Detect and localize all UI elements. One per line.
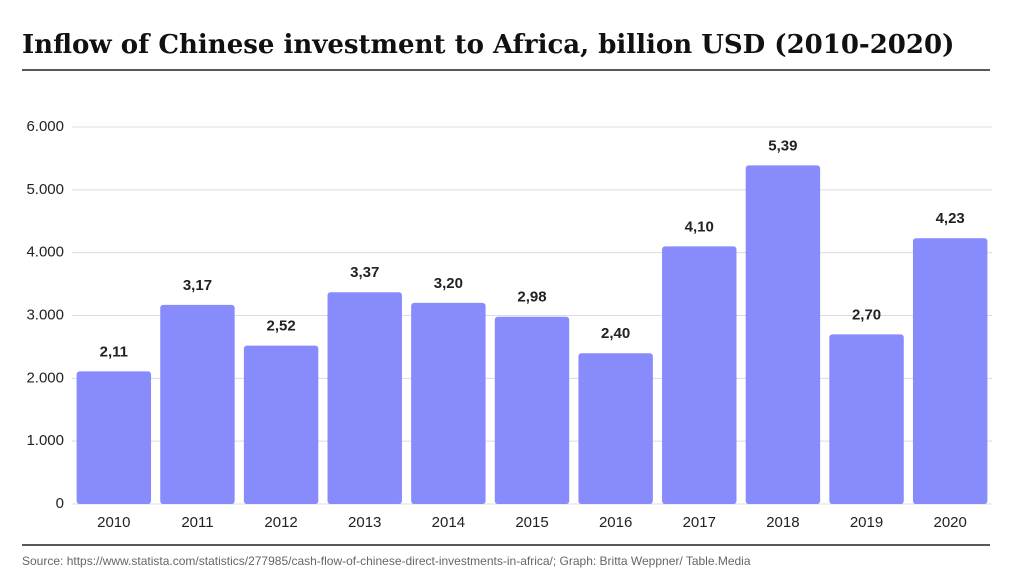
bar	[662, 246, 737, 504]
bar	[745, 165, 821, 504]
value-label: 2,11	[100, 343, 128, 360]
bar	[578, 353, 653, 504]
bar	[327, 292, 402, 504]
x-tick-label: 2014	[432, 514, 465, 531]
chart-title: Inflow of Chinese investment to Africa, …	[22, 30, 954, 60]
x-tick-label: 2010	[97, 514, 130, 531]
bar	[160, 304, 235, 504]
x-tick-label: 2012	[264, 514, 297, 531]
x-tick-label: 2013	[348, 514, 381, 531]
y-tick-label: 5.000	[26, 181, 64, 198]
bar	[411, 302, 486, 504]
y-tick-label: 1.000	[26, 432, 64, 449]
value-label: 2,70	[852, 306, 881, 323]
bar	[494, 316, 570, 504]
value-label: 5,39	[768, 137, 797, 154]
bar	[912, 238, 988, 504]
value-label: 2,98	[517, 289, 546, 306]
y-tick-label: 2.000	[26, 369, 64, 386]
y-tick-label: 3.000	[26, 306, 64, 323]
value-label: 2,40	[601, 325, 630, 342]
x-tick-label: 2017	[683, 514, 716, 531]
x-tick-label: 2015	[515, 514, 548, 531]
value-label: 3,17	[183, 277, 212, 294]
x-tick-label: 2019	[850, 514, 883, 531]
value-label: 4,10	[685, 218, 714, 235]
bar	[829, 334, 904, 504]
y-tick-label: 4.000	[26, 244, 64, 261]
x-tick-label: 2018	[766, 514, 799, 531]
source-note: Source: https://www.statista.com/statist…	[22, 554, 751, 568]
y-tick-label: 0	[56, 495, 64, 512]
x-tick-label: 2011	[181, 514, 213, 531]
bar	[243, 345, 319, 504]
x-tick-label: 2020	[933, 514, 966, 531]
bar	[76, 371, 152, 504]
value-label: 4,23	[936, 210, 965, 227]
x-tick-label: 2016	[599, 514, 632, 531]
y-tick-label: 6.000	[26, 118, 64, 135]
value-label: 3,20	[434, 275, 463, 292]
value-label: 3,37	[350, 264, 379, 281]
value-label: 2,52	[266, 318, 295, 335]
